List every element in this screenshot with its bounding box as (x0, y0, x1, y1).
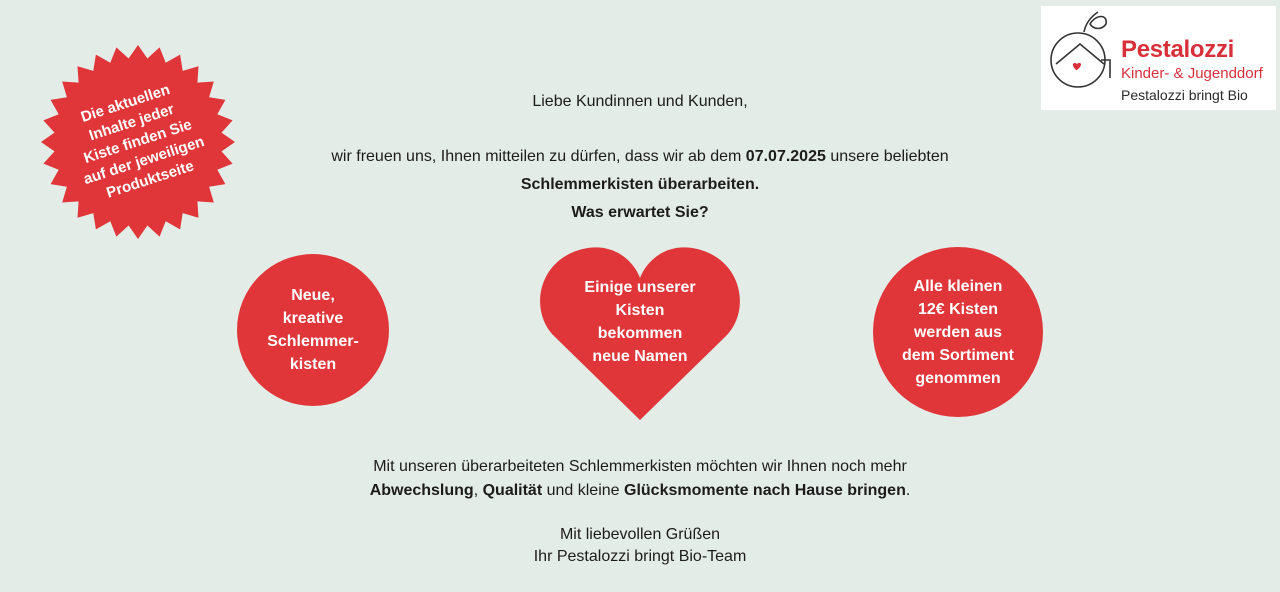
feature-heart (540, 247, 740, 420)
intro-line-3: Was erwartet Sie? (200, 199, 1080, 227)
closing-line-1: Mit liebevollen Grüßen (559, 526, 721, 543)
feature-line: kisten (289, 356, 337, 373)
intro-question: Was erwartet Sie? (571, 204, 709, 221)
intro-text: unsere beliebten (825, 148, 949, 165)
highlight-variety: Abwechslung (369, 482, 474, 499)
outro-line-2: Abwechslung, Qualität und kleine Glücksm… (200, 477, 1080, 505)
greeting: Liebe Kundinnen und Kunden, (532, 93, 748, 110)
logo-brand: Pestalozzi (1121, 36, 1235, 63)
feature-line: Schlemmer- (267, 333, 359, 350)
feature-line: Einige unserer (584, 279, 696, 296)
house-apple-heart-icon (1050, 11, 1111, 88)
starburst-shape (41, 45, 235, 239)
intro-line-2: Schlemmerkisten überarbeiten. (200, 171, 1080, 199)
feature-circle-removed: Alle kleinen 12€ Kisten werden aus dem S… (873, 247, 1043, 417)
feature-heart-text: Einige unserer Kisten bekommen neue Name… (552, 272, 728, 372)
feature-line: genommen (915, 369, 1001, 387)
feature-line: Kisten (615, 302, 665, 319)
outro-text: und kleine (542, 482, 624, 499)
outro-text: , (473, 482, 483, 499)
intro-text: wir freuen uns, Ihnen mitteilen zu dürfe… (331, 148, 746, 165)
feature-line: bekommen (597, 325, 683, 342)
logo-tagline: Pestalozzi bringt Bio (1121, 87, 1248, 103)
feature-line: werden aus (913, 323, 1003, 341)
feature-line: Alle kleinen (913, 277, 1003, 295)
outro-text: . (905, 482, 911, 499)
intro-bold: Schlemmerkisten überarbeiten. (520, 176, 760, 193)
logo-card (1041, 6, 1276, 110)
feature-line: 12€ Kisten (917, 300, 999, 318)
outro-line-1: Mit unseren überarbeiteten Schlemmerkist… (373, 458, 907, 475)
highlight-happiness: Glücksmomente nach Hause bringen (624, 482, 906, 499)
feature-circle-new: Neue, kreative Schlemmer- kisten (237, 254, 389, 406)
highlight-quality: Qualität (482, 482, 543, 499)
feature-line: neue Namen (592, 348, 688, 365)
feature-line: dem Sortiment (901, 346, 1014, 364)
intro-line-1: wir freuen uns, Ihnen mitteilen zu dürfe… (200, 143, 1080, 171)
date-highlight: 07.07.2025 (745, 148, 826, 165)
closing-line-2: Ihr Pestalozzi bringt Bio-Team (533, 548, 747, 565)
logo-subtitle: Kinder- & Jugenddorf (1121, 65, 1263, 82)
feature-line: kreative (282, 310, 344, 327)
feature-line: Neue, (291, 287, 335, 304)
starburst-badge (41, 45, 235, 239)
